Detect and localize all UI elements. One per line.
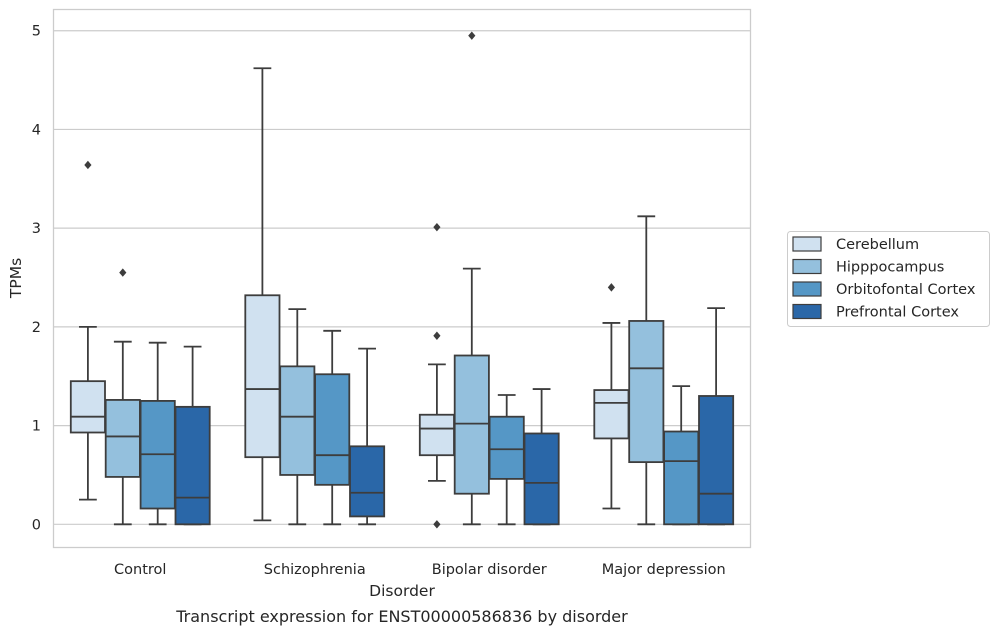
box-group	[139, 341, 176, 526]
box-group	[453, 31, 490, 526]
box-group	[104, 268, 141, 526]
x-tick-labels: Control Schizophrenia Bipolar disorder Majo…	[114, 562, 726, 578]
box-group	[698, 307, 735, 526]
box-body	[174, 405, 211, 526]
legend-frame	[787, 231, 990, 327]
box-body	[698, 395, 735, 526]
y-tick-label: 0	[32, 517, 41, 533]
outlier-point	[433, 222, 441, 232]
box-group	[593, 283, 630, 510]
box-group	[663, 385, 700, 526]
legend-swatch	[792, 236, 822, 252]
y-tick-label: 4	[32, 122, 41, 138]
legend-label: Cerebellum	[836, 237, 919, 253]
box-body	[314, 373, 351, 486]
legend-label: Orbitofontal Cortex	[836, 282, 976, 298]
legend-label: Prefrontal Cortex	[836, 305, 959, 321]
y-tick-label: 1	[32, 419, 41, 435]
x-tick-label: Bipolar disorder	[432, 562, 547, 578]
box-body	[349, 445, 386, 518]
box-body	[488, 415, 525, 480]
box-body	[593, 389, 630, 440]
box-body	[69, 380, 106, 434]
y-tick-label: 5	[32, 24, 41, 40]
box-group	[523, 388, 560, 526]
legend-item: Cerebellum	[792, 236, 919, 253]
box-group	[314, 329, 351, 526]
y-tick-label: 2	[32, 320, 41, 336]
box-layer	[69, 31, 735, 529]
box-group	[418, 222, 455, 529]
y-tick-labels: 0 1 2 3 4 5	[32, 24, 41, 534]
outlier-point	[84, 160, 92, 170]
x-axis-label: Disorder	[369, 582, 435, 600]
box-group	[244, 67, 281, 522]
box-body	[523, 432, 560, 526]
box-group	[349, 347, 386, 526]
legend-swatch	[792, 303, 822, 320]
legend-item: Hipppocampus	[792, 258, 944, 276]
outlier-point	[468, 31, 476, 40]
box-group	[628, 215, 665, 526]
y-tick-label: 3	[32, 221, 41, 237]
box-body	[104, 399, 141, 478]
legend-label: Hipppocampus	[836, 260, 944, 276]
legend-swatch	[792, 258, 822, 275]
x-tick-label: Major depression	[602, 562, 726, 578]
box-body	[244, 294, 281, 459]
outlier-point	[433, 520, 441, 529]
legend-swatch	[792, 281, 822, 297]
box-body	[663, 430, 700, 526]
chart-caption: Transcript expression for ENST0000058683…	[175, 607, 628, 626]
outlier-point	[119, 268, 127, 277]
outlier-point	[433, 331, 441, 340]
box-group	[174, 345, 211, 526]
y-axis-label: TPMs	[7, 258, 25, 299]
box-group	[279, 308, 316, 526]
legend-items: Cerebellum Hipppocampus Orbitofontal Corte…	[792, 236, 976, 321]
legend-item: Prefrontal Cortex	[792, 303, 959, 321]
legend: Cerebellum Hipppocampus Orbitofontal Corte…	[787, 231, 990, 327]
x-tick-label: Control	[114, 562, 166, 578]
box-body	[418, 413, 455, 457]
legend-item: Orbitofontal Cortex	[792, 281, 976, 298]
box-body	[279, 365, 316, 476]
box-group	[488, 394, 525, 526]
plot-frame	[52, 8, 752, 549]
x-tick-label: Schizophrenia	[264, 562, 366, 578]
box-group	[69, 160, 106, 501]
outlier-point	[607, 283, 615, 292]
box-body	[453, 354, 490, 495]
box-body	[628, 320, 665, 464]
